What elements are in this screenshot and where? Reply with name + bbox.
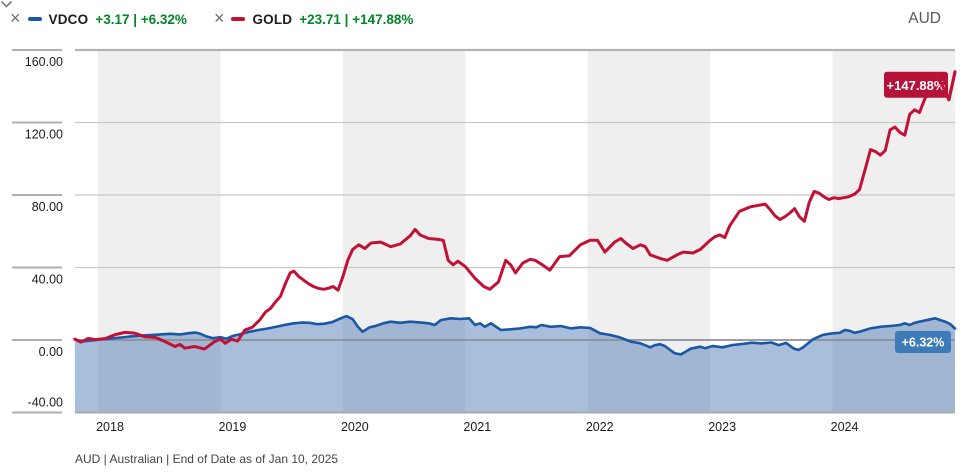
y-axis-label: 160.00	[25, 55, 63, 69]
x-axis-label: 2018	[96, 420, 124, 434]
series-color-swatch-gold	[231, 17, 246, 21]
gold-line-tail	[935, 70, 957, 102]
x-axis-label: 2021	[463, 420, 491, 434]
x-axis-label: 2020	[341, 420, 369, 434]
y-axis-label: 40.00	[32, 273, 63, 287]
vdco-line	[73, 314, 957, 356]
vdco-end-badge	[895, 331, 951, 354]
x-axis-label: 2019	[219, 420, 247, 434]
series-return-gold: +23.71 | +147.88%	[299, 11, 414, 27]
currency-value: AUD	[908, 10, 941, 27]
y-axis-label: -40.00	[28, 396, 63, 410]
chevron-down-icon	[0, 0, 13, 8]
series-color-swatch-vdco	[27, 17, 42, 21]
gold-end-badge-label: +147.88%	[887, 78, 946, 93]
y-axis-label: 0.00	[39, 345, 63, 359]
x-axis-label: 2023	[708, 420, 736, 434]
remove-series-gold-icon[interactable]: ×	[213, 7, 225, 28]
remove-series-vdco-icon[interactable]: ×	[10, 7, 21, 28]
series-return-vdco: +3.17 | +6.32%	[95, 11, 187, 27]
currency-selector[interactable]: AUD	[0, 0, 941, 28]
gold-line	[73, 70, 957, 351]
gold-end-badge	[884, 71, 948, 98]
legend: × VDCO +3.17 | +6.32% × GOLD +23.71 | +1…	[10, 7, 414, 28]
x-axis-label: 2022	[586, 420, 614, 434]
chart-source-note: AUD | Australian | End of Date as of Jan…	[75, 452, 339, 466]
series-name-vdco: VDCO	[48, 11, 89, 27]
legend-item-gold: × GOLD +23.71 | +147.88%	[213, 7, 414, 28]
chart-header: × VDCO +3.17 | +6.32% × GOLD +23.71 | +1…	[0, 0, 965, 36]
series-name-gold: GOLD	[252, 11, 293, 27]
y-axis-label: 120.00	[25, 128, 63, 142]
legend-item-vdco: × VDCO +3.17 | +6.32%	[10, 7, 187, 28]
x-axis-label: 2024	[831, 420, 859, 434]
vdco-end-badge-label: +6.32%	[902, 336, 945, 350]
y-axis-label: 80.00	[32, 200, 63, 214]
